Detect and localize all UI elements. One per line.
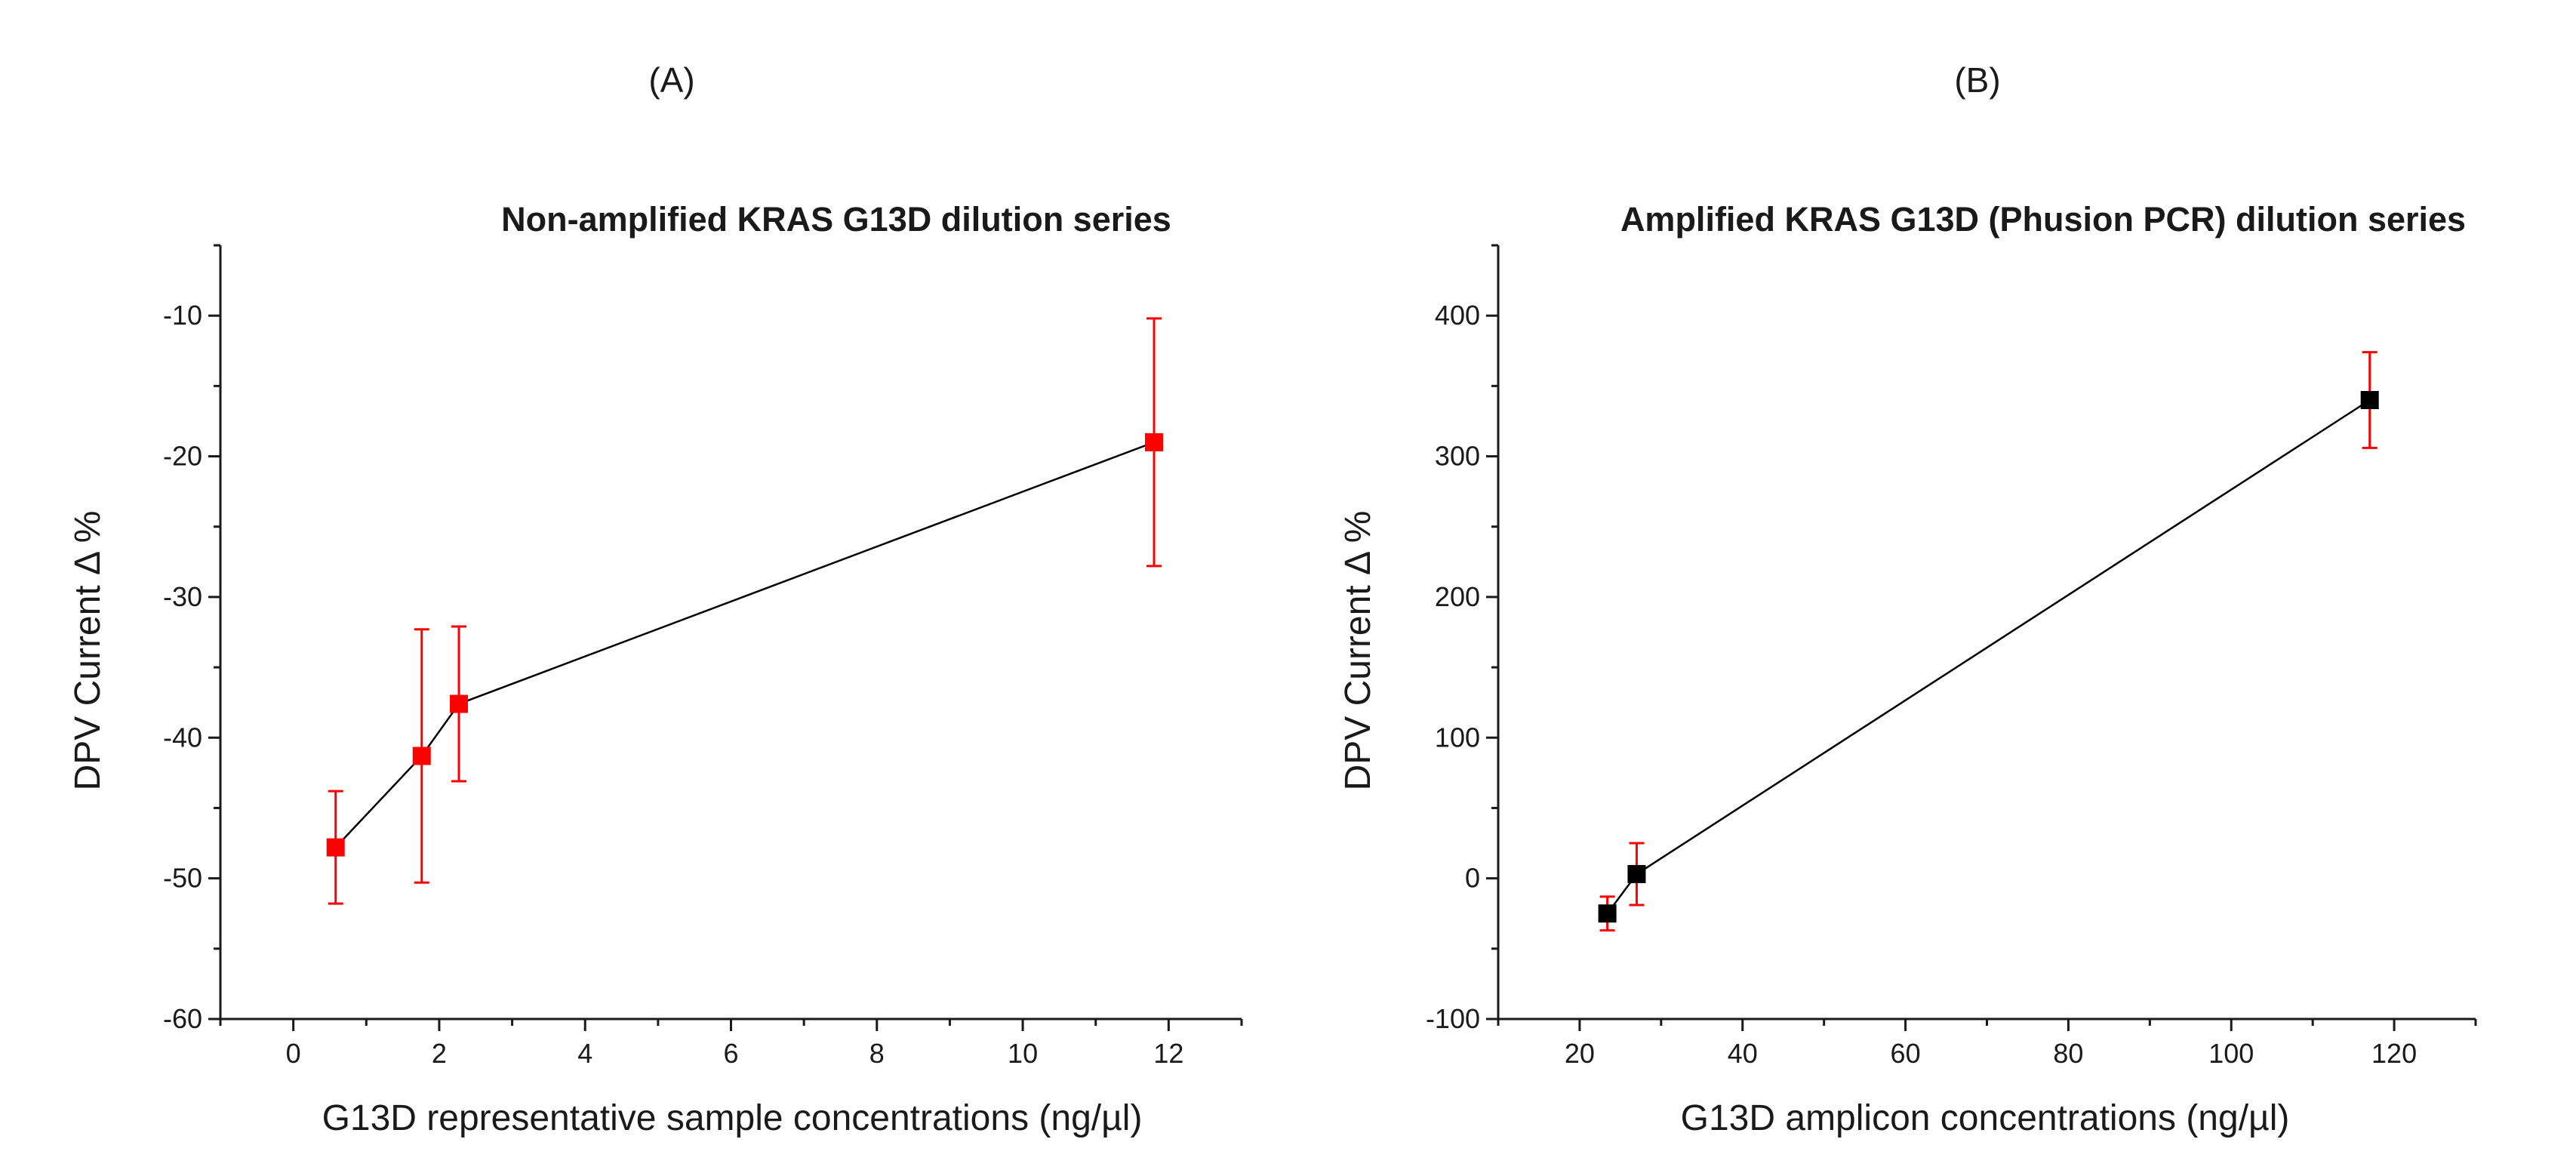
data-point-a <box>326 838 345 857</box>
data-point-b <box>2360 391 2379 409</box>
y-tick-label-a: -40 <box>163 722 202 753</box>
x-tick-label-a: 12 <box>1153 1038 1183 1069</box>
y-axis-label-a: DPV Current Δ % <box>68 511 108 791</box>
x-tick-label-a: 6 <box>723 1038 738 1069</box>
x-tick-label-b: 120 <box>2371 1038 2417 1069</box>
plot-area-b <box>1598 351 2379 932</box>
y-tick-label-b: 300 <box>1435 441 1480 472</box>
data-point-b <box>1598 904 1617 923</box>
x-axis-label-a: G13D representative sample concentration… <box>322 1098 1143 1138</box>
axes-b: -100 0 100 200 300 400 20 40 60 80 100 120 <box>1426 244 2477 1069</box>
x-tick-label-b: 100 <box>2208 1038 2254 1069</box>
x-tick-label-a: 4 <box>577 1038 592 1069</box>
y-tick-label-b: 0 <box>1465 863 1480 894</box>
x-axis-label-b: G13D amplicon concentrations (ng/µl) <box>1681 1098 2290 1138</box>
y-tick-label-b: 400 <box>1435 300 1480 331</box>
data-point-b <box>1627 865 1646 884</box>
y-tick-label-b: 200 <box>1435 581 1480 612</box>
axes-a: -60 -50 -40 -30 -20 -10 0 2 4 6 8 10 12 <box>163 244 1243 1069</box>
y-axis-label-b: DPV Current Δ % <box>1338 511 1378 791</box>
y-tick-label-a: -20 <box>163 441 202 472</box>
panel-label-b: (B) <box>1954 60 2000 100</box>
x-tick-label-b: 60 <box>1891 1038 1921 1069</box>
series-line-a <box>334 441 1155 848</box>
chart-title-a: Non-amplified KRAS G13D dilution series <box>501 200 1171 239</box>
y-tick-label-a: -50 <box>163 863 202 894</box>
chart-title-b: Amplified KRAS G13D (Phusion PCR) diluti… <box>1620 200 2466 239</box>
x-tick-label-a: 2 <box>432 1038 447 1069</box>
data-point-a <box>412 747 431 765</box>
y-tick-label-a: -30 <box>163 581 202 612</box>
x-tick-label-a: 8 <box>869 1038 885 1069</box>
chart-panel-a: (A) Non-amplified KRAS G13D dilution ser… <box>68 60 1243 1138</box>
x-tick-label-b: 80 <box>2053 1038 2083 1069</box>
y-tick-label-a: -10 <box>163 300 202 331</box>
data-point-a <box>450 694 469 713</box>
y-tick-label-a: -60 <box>163 1003 202 1034</box>
x-tick-label-a: 0 <box>286 1038 301 1069</box>
x-tick-label-b: 40 <box>1728 1038 1758 1069</box>
plot-area-a <box>326 317 1164 905</box>
chart-panel-b: (B) Amplified KRAS G13D (Phusion PCR) di… <box>1338 60 2477 1138</box>
y-tick-label-b: -100 <box>1426 1003 1480 1034</box>
x-tick-label-a: 10 <box>1008 1038 1038 1069</box>
panel-label-a: (A) <box>648 60 694 100</box>
y-tick-label-b: 100 <box>1435 722 1480 753</box>
x-tick-label-b: 20 <box>1565 1038 1595 1069</box>
data-point-a <box>1145 433 1164 451</box>
series-line-b <box>1606 399 2371 914</box>
